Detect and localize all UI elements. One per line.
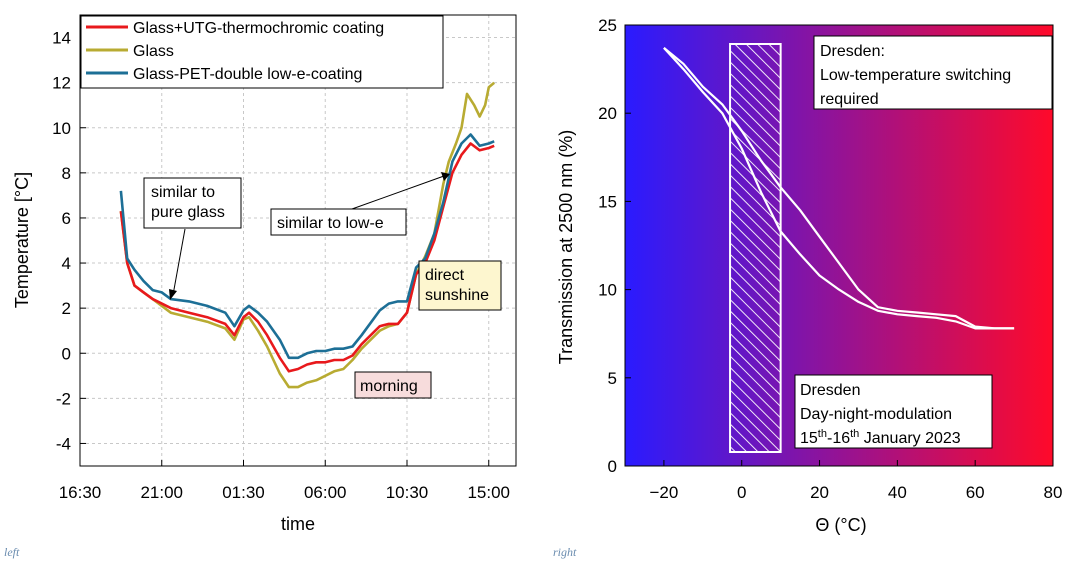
right-series-group (663, 47, 1015, 330)
legend-label-glass: Glass (133, 43, 174, 60)
date-end-day: -16 (827, 430, 850, 447)
annotation-low-e-text: similar to low-e (277, 215, 384, 232)
annotation-morning-text: morning (360, 378, 418, 395)
left-x-ticks: 16:30 21:00 01:30 06:00 10:30 15:00 (59, 460, 510, 502)
annotation-low-temp-switching: Dresden: Low-temperature switching require… (813, 35, 1053, 110)
annotation-pure-glass-arrow (172, 228, 186, 296)
annotation-low-e-box (270, 208, 407, 236)
annotation-line: Day-night-modulation (800, 406, 952, 423)
right-y-tick-label: 5 (608, 369, 617, 388)
left-x-tick-label: 16:30 (59, 483, 102, 502)
annotation-line: pure glass (151, 204, 225, 221)
annotation-sunshine-box (418, 260, 502, 311)
annotation-pure-glass: similar to pure glass (143, 177, 242, 300)
annotation-low-e-arrowhead (441, 172, 450, 181)
annotation-pure-glass-box (143, 177, 242, 229)
right-x-ticks: −20 0 20 40 60 80 (649, 460, 1062, 502)
left-y-tick-label: 2 (62, 299, 71, 318)
right-y-tick-label: 15 (598, 192, 617, 211)
right-plot-frame (624, 24, 1054, 467)
right-x-axis-label: Θ (°C) (815, 515, 866, 535)
annotation-line: similar to (151, 184, 215, 201)
date-start-day: 15 (800, 430, 818, 447)
annotation-low-temp-text: Dresden: Low-temperature switching require… (820, 43, 1011, 108)
annotation-pure-glass-arrowhead (169, 289, 177, 300)
transmission-chart: −20 0 20 40 60 80 0 5 10 15 20 25 Θ (°C) Transmiss… (556, 16, 1062, 535)
annotation-line: Dresden (800, 382, 860, 399)
right-y-tick-label: 10 (598, 281, 617, 300)
left-x-tick-label: 10:30 (386, 483, 429, 502)
right-y-tick-label: 25 (598, 16, 617, 35)
left-plot-frame (79, 14, 517, 467)
left-x-tick-label: 06:00 (304, 483, 347, 502)
right-y-tick-label: 0 (608, 457, 617, 476)
annotation-low-temp-box (813, 35, 1053, 110)
left-x-tick-label: 01:30 (222, 483, 265, 502)
left-y-tick-label: 12 (52, 74, 71, 93)
annotation-line: direct (425, 267, 465, 284)
left-legend-box (80, 15, 444, 89)
right-x-tick-label: 40 (888, 483, 907, 502)
right-series-line-1 (663, 47, 1015, 330)
left-y-tick-label: 10 (52, 119, 71, 138)
annotation-day-night-box (794, 374, 993, 449)
right-x-tick-label: 60 (966, 483, 985, 502)
right-x-tick-label: −20 (649, 483, 678, 502)
left-y-tick-label: -4 (56, 434, 71, 453)
left-y-tick-label: 6 (62, 209, 71, 228)
right-x-tick-label: 20 (810, 483, 829, 502)
temperature-chart: 16:30 21:00 01:30 06:00 10:30 15:00 -4 -2 0 2 4 6 8… (12, 14, 517, 534)
annotation-morning-box (354, 371, 432, 399)
annotation-day-night-text: Dresden Day-night-modulation (800, 382, 952, 423)
left-caption: left (4, 545, 20, 559)
left-y-ticks: -4 -2 0 2 4 6 8 10 12 14 (52, 29, 86, 453)
left-y-axis-label: Temperature [°C] (12, 172, 32, 308)
annotation-direct-sunshine: direct sunshine (418, 260, 502, 311)
date-end-suffix: th (850, 428, 859, 440)
right-y-tick-label: 20 (598, 104, 617, 123)
right-series-line-0 (663, 47, 1015, 330)
left-x-tick-label: 15:00 (467, 483, 510, 502)
left-y-tick-label: 0 (62, 344, 71, 363)
date-month-year: January 2023 (859, 430, 961, 447)
annotation-line: sunshine (425, 287, 489, 304)
legend-label-utg: Glass+UTG-thermochromic coating (133, 20, 384, 37)
date-start-suffix: th (818, 428, 827, 440)
hatched-switching-band (729, 43, 782, 453)
right-y-ticks: 0 5 10 15 20 25 (598, 16, 631, 476)
annotation-day-night-date: 15th-16th January 2023 (800, 428, 961, 447)
annotation-line: required (820, 91, 879, 108)
left-series-line-1 (119, 81, 496, 389)
right-caption: right (553, 545, 577, 559)
right-y-axis-label: Transmission at 2500 nm (%) (556, 130, 576, 364)
left-series-group (119, 81, 496, 389)
left-x-tick-label: 21:00 (140, 483, 183, 502)
left-y-tick-label: 8 (62, 164, 71, 183)
left-plot-area (80, 15, 516, 466)
right-x-tick-label: 0 (737, 483, 746, 502)
annotation-line: Low-temperature switching (820, 67, 1011, 84)
annotation-morning: morning (354, 371, 432, 399)
left-x-axis-label: time (281, 514, 315, 534)
annotation-pure-glass-text: similar to pure glass (151, 184, 225, 221)
left-y-tick-label: 14 (52, 29, 71, 48)
left-y-tick-label: 4 (62, 254, 71, 273)
annotation-line: Dresden: (820, 43, 885, 60)
annotation-day-night: Dresden Day-night-modulation 15th-16th Ja… (794, 374, 993, 449)
left-legend: Glass+UTG-thermochromic coating Glass Gl… (80, 15, 444, 89)
annotation-low-e: similar to low-e (270, 172, 450, 236)
left-series-line-2 (119, 133, 495, 360)
annotation-low-e-arrow (351, 175, 445, 210)
left-series-line-0 (119, 142, 495, 373)
right-x-tick-label: 80 (1044, 483, 1063, 502)
annotation-sunshine-text: direct sunshine (425, 267, 489, 304)
legend-label-low-e: Glass-PET-double low-e-coating (133, 66, 362, 83)
left-y-tick-label: -2 (56, 389, 71, 408)
